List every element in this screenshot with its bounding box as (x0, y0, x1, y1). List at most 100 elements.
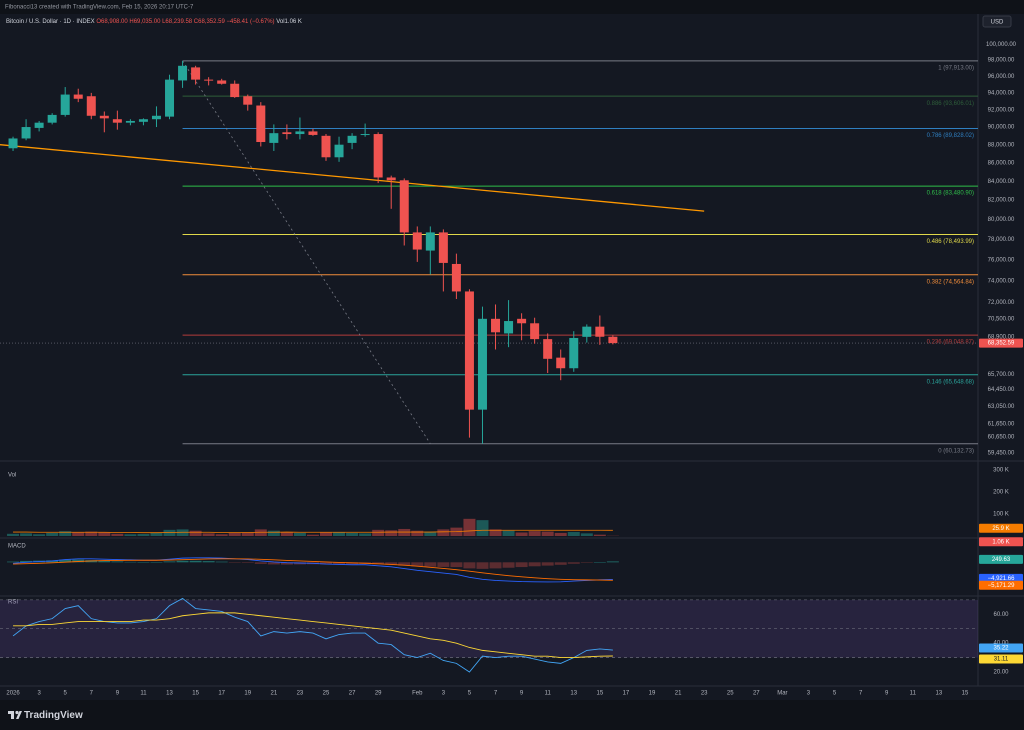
macd-histogram-bar (528, 562, 541, 567)
price-tag-box (979, 580, 1023, 590)
candle-body (112, 119, 122, 123)
volume-bar (333, 532, 346, 536)
x-tick-label: 7 (90, 691, 94, 697)
macd-histogram-bar (20, 560, 33, 563)
y-tick-label: 80,000.00 (988, 217, 1015, 223)
macd-histogram-bar (385, 562, 398, 565)
volume-bar (424, 531, 437, 536)
price-tag: 249.63 (992, 557, 1011, 563)
fib-label: 0 (60,132.73) (938, 448, 974, 454)
volume-bar (463, 518, 476, 536)
price-tag: −5,171.29 (988, 583, 1016, 589)
y-tick-label: 65,700.00 (988, 372, 1015, 378)
price-pane: 1 (97,913.00) 0.886 (93,606.01) 0.786 (89,… (0, 60, 978, 454)
price-tag: 25.9 K (992, 526, 1009, 532)
volume-bar (85, 531, 98, 536)
price-tag: 35.22 (993, 646, 1009, 652)
candle-body (451, 263, 461, 292)
rsi-line (12, 597, 613, 673)
volume-bar (280, 532, 293, 536)
candle-body (138, 119, 148, 122)
candle-body (47, 114, 57, 123)
volume-bar (541, 531, 554, 536)
y-tick-label: 84,000.00 (988, 179, 1015, 185)
trend-line (0, 144, 705, 212)
macd-histogram-bar (241, 562, 254, 563)
change: −458.41 (−0.67%) (227, 19, 275, 25)
macd-histogram-bar (98, 560, 111, 563)
volume-bar (437, 529, 450, 536)
volume-bar (528, 531, 541, 536)
candle-body (517, 318, 527, 324)
macd-line (13, 558, 613, 581)
fib-label: 0.236 (69,048.87) (927, 340, 974, 346)
currency[interactable]: USD (991, 20, 1004, 26)
x-tick-label: Feb (412, 691, 423, 697)
volume-bar (489, 529, 502, 536)
currency-box[interactable] (982, 15, 1012, 28)
volume-bar (320, 532, 332, 536)
price-tag-box (979, 643, 1023, 653)
macd-histogram-bar (567, 562, 580, 564)
candle-body (334, 144, 344, 158)
pane-title: Vol (8, 473, 16, 479)
x-tick-label: 3 (807, 691, 811, 697)
x-tick-label: 9 (116, 691, 120, 697)
macd-histogram-bar (580, 562, 593, 563)
y-tick-label: 98,000.00 (988, 58, 1015, 64)
macd-histogram-bar (228, 562, 241, 563)
x-tick-label: 25 (323, 691, 330, 697)
candle-body (217, 80, 227, 84)
volume-bar (7, 533, 20, 536)
y-tick-label: 96,000.00 (988, 74, 1015, 80)
candle-body (204, 79, 214, 81)
volume-bar (176, 529, 189, 536)
y-tick-label: 64,450.00 (988, 387, 1015, 393)
macd-histogram-bar (320, 562, 332, 565)
x-tick-label: 21 (675, 691, 682, 697)
macd-histogram-bar (215, 561, 228, 563)
macd-histogram-bar (411, 562, 424, 567)
candle-body (425, 232, 435, 251)
y-tick-label: 74,000.00 (988, 278, 1015, 284)
fib-label: 0.618 (83,480.90) (927, 191, 974, 197)
candle-body (491, 318, 501, 333)
y-tick-label: 92,000.00 (988, 107, 1015, 113)
candle-body (308, 131, 318, 135)
macd-histogram-bar (489, 562, 502, 569)
y-tick-label: 82,000.00 (988, 198, 1015, 204)
symbol: Bitcoin / U.S. Dollar · 1D · INDEX (6, 19, 95, 25)
volume-bar (476, 520, 489, 536)
x-tick-label: 5 (833, 691, 837, 697)
x-tick-label: 29 (375, 691, 382, 697)
y-tick-label: 76,000.00 (988, 257, 1015, 263)
candle-body (34, 122, 44, 128)
candle-body (8, 138, 18, 149)
volume-bar (59, 531, 72, 536)
fib-label: 0.886 (93,606.01) (927, 101, 974, 107)
volume-bar (254, 529, 267, 536)
volume-bar (20, 533, 33, 536)
y-tick-label: 63,050.00 (988, 404, 1015, 410)
price-tag-box (979, 523, 1023, 533)
candle-body (582, 326, 592, 337)
candle-body (438, 232, 448, 263)
volume-bar (502, 530, 515, 536)
x-tick-label: 25 (727, 691, 734, 697)
x-tick-label: 3 (442, 691, 446, 697)
macd-pane (7, 557, 619, 583)
volume-bar (137, 534, 150, 536)
candle-body (608, 336, 618, 344)
macd-histogram-bar (398, 562, 411, 566)
candle-body (269, 133, 279, 143)
volume-bar (359, 533, 372, 536)
macd-histogram-bar (72, 559, 85, 563)
volume-bar (293, 532, 306, 536)
trend-line (182, 60, 431, 444)
macd-histogram-bar (267, 562, 280, 565)
y-tick-label: 68,900.00 (988, 334, 1015, 340)
volume-ma (13, 529, 613, 534)
high: H69,035.00 (129, 19, 161, 25)
volume-bar (554, 532, 567, 536)
volume-bar (111, 533, 124, 536)
